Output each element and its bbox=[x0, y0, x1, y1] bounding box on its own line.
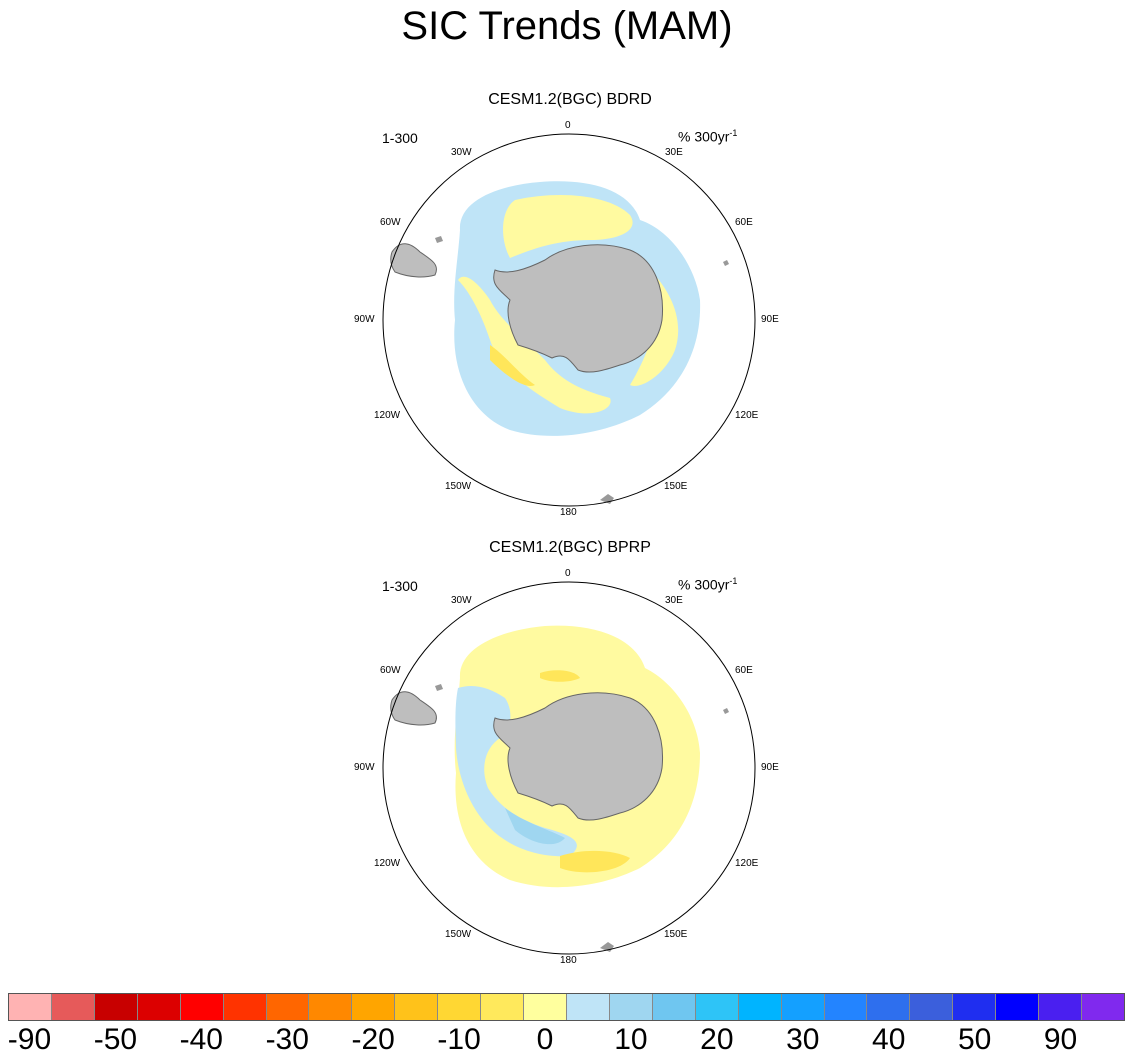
lon-label-120w: 120W bbox=[374, 410, 401, 421]
lon-label-150w: 150W bbox=[445, 481, 472, 492]
south-america-land bbox=[390, 691, 437, 726]
lon-label-150w: 150W bbox=[445, 929, 472, 940]
colorbar-swatch bbox=[996, 994, 1040, 1020]
lon-label-60w: 60W bbox=[380, 217, 401, 228]
colorbar-tick-label: 0 bbox=[536, 1023, 554, 1056]
ice-field-positive bbox=[560, 850, 630, 873]
lon-label-90e: 90E bbox=[761, 314, 779, 325]
colorbar-swatch bbox=[781, 994, 825, 1020]
units-label: % 300yr-1 bbox=[678, 128, 738, 145]
colorbar-swatch bbox=[695, 994, 739, 1020]
colorbar-swatch bbox=[867, 994, 911, 1020]
colorbar-swatch bbox=[953, 994, 997, 1020]
lon-label-30w: 30W bbox=[451, 147, 472, 158]
colorbar-tick-label: 20 bbox=[700, 1023, 734, 1056]
colorbar-swatch bbox=[652, 994, 696, 1020]
lon-label-30e: 30E bbox=[665, 595, 683, 606]
panel-title: CESM1.2(BGC) BDRD bbox=[488, 91, 652, 108]
lon-label-90w: 90W bbox=[354, 314, 375, 325]
colorbar-swatch bbox=[94, 994, 138, 1020]
colorbar-swatch bbox=[609, 994, 653, 1020]
colorbar-tick-label: 40 bbox=[872, 1023, 906, 1056]
lon-label-60w: 60W bbox=[380, 665, 401, 676]
colorbar-swatch bbox=[9, 994, 52, 1020]
colorbar-tick-label: -30 bbox=[265, 1023, 309, 1056]
lon-label-90e: 90E bbox=[761, 762, 779, 773]
lon-label-180: 180 bbox=[560, 955, 577, 966]
colorbar-tick-label: 90 bbox=[1043, 1023, 1078, 1056]
ice-field-positive bbox=[490, 345, 535, 386]
colorbar-swatch bbox=[438, 994, 482, 1020]
colorbar-tick-label: 50 bbox=[957, 1023, 992, 1056]
figure-title: SIC Trends (MAM) bbox=[401, 4, 733, 48]
island bbox=[435, 684, 443, 691]
island bbox=[723, 708, 729, 714]
lon-label-60e: 60E bbox=[735, 665, 753, 676]
ice-field-positive bbox=[540, 670, 580, 682]
colorbar-swatch bbox=[566, 994, 610, 1020]
lon-label-120e: 120E bbox=[735, 858, 759, 869]
ice-field-negative bbox=[505, 808, 565, 845]
colorbar-swatch bbox=[51, 994, 95, 1020]
lon-label-120w: 120W bbox=[374, 858, 401, 869]
lon-label-30e: 30E bbox=[665, 147, 683, 158]
colorbar-swatch bbox=[137, 994, 181, 1020]
lon-label-180: 180 bbox=[560, 507, 577, 518]
period-label: 1-300 bbox=[382, 578, 418, 594]
lon-label-150e: 150E bbox=[664, 481, 688, 492]
colorbar-swatch bbox=[1082, 994, 1124, 1020]
lon-label-0: 0 bbox=[565, 568, 571, 579]
colorbar-swatch bbox=[1039, 994, 1083, 1020]
antarctica-land bbox=[493, 692, 664, 821]
colorbar bbox=[8, 993, 1125, 1021]
colorbar-swatch bbox=[395, 994, 439, 1020]
colorbar-swatch bbox=[352, 994, 396, 1020]
lon-label-90w: 90W bbox=[354, 762, 375, 773]
polar-map bbox=[382, 133, 756, 507]
colorbar-swatch bbox=[223, 994, 267, 1020]
lon-label-120e: 120E bbox=[735, 410, 759, 421]
colorbar-swatch bbox=[309, 994, 353, 1020]
colorbar-swatch bbox=[266, 994, 310, 1020]
map-panel-bdrd: CESM1.2(BGC) BDRD 1-300 % 300yr-1 0 30W … bbox=[340, 90, 800, 530]
colorbar-swatch bbox=[524, 994, 567, 1020]
lon-label-0: 0 bbox=[565, 120, 571, 131]
colorbar-swatch bbox=[910, 994, 954, 1020]
colorbar-tick-label: -50 bbox=[93, 1023, 138, 1056]
lon-label-30w: 30W bbox=[451, 595, 472, 606]
colorbar-swatch bbox=[481, 994, 525, 1020]
colorbar-tick-label: -40 bbox=[179, 1023, 223, 1056]
colorbar-swatch bbox=[180, 994, 224, 1020]
polar-map bbox=[382, 581, 756, 955]
period-label: 1-300 bbox=[382, 130, 418, 146]
ice-field-positive bbox=[458, 276, 611, 414]
units-label: % 300yr-1 bbox=[678, 576, 738, 593]
ice-field-negative bbox=[455, 686, 577, 857]
map-panel-bprp: CESM1.2(BGC) BPRP 1-300 % 300yr-1 0 30W … bbox=[340, 538, 800, 978]
lon-label-60e: 60E bbox=[735, 217, 753, 228]
colorbar-tick-label: 10 bbox=[614, 1023, 648, 1056]
lon-label-150e: 150E bbox=[664, 929, 688, 940]
map-boundary bbox=[382, 133, 756, 507]
south-america-land bbox=[390, 243, 437, 278]
panel-title: CESM1.2(BGC) BPRP bbox=[489, 539, 651, 556]
colorbar-swatch bbox=[824, 994, 868, 1020]
colorbar-tick-label: -20 bbox=[351, 1023, 395, 1056]
colorbar-tick-label: 30 bbox=[786, 1023, 820, 1056]
colorbar-tick-label: -90 bbox=[7, 1023, 52, 1056]
colorbar-tick-label: -10 bbox=[437, 1023, 481, 1056]
ice-field-positive bbox=[503, 195, 633, 258]
antarctica-land bbox=[493, 244, 664, 373]
island bbox=[723, 260, 729, 266]
island bbox=[435, 236, 443, 243]
map-boundary bbox=[382, 581, 756, 955]
colorbar-swatch bbox=[738, 994, 782, 1020]
